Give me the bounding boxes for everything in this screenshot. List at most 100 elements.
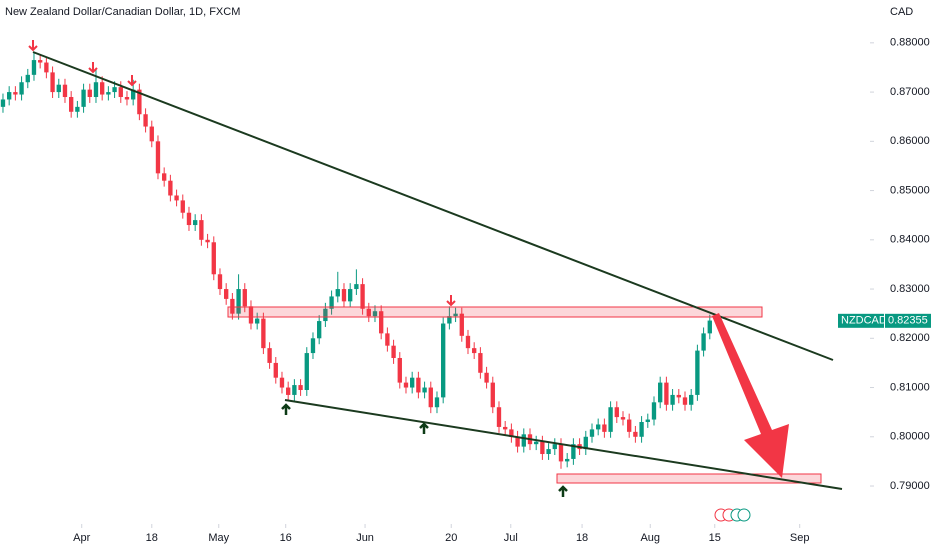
candle-body bbox=[428, 387, 433, 408]
candle-body bbox=[540, 441, 545, 455]
candle-body bbox=[379, 311, 384, 334]
resistance-zone bbox=[227, 306, 763, 318]
axes: 0.79000 0.80000 0.81000 0.82000 0.83000 0.840… bbox=[73, 37, 931, 544]
candle-body bbox=[81, 89, 86, 107]
candle-body bbox=[348, 289, 353, 302]
candle-body bbox=[534, 441, 539, 445]
candle-body bbox=[224, 289, 229, 299]
last-price-box bbox=[885, 313, 931, 328]
lower-trendline bbox=[284, 399, 843, 490]
candle-body bbox=[391, 345, 396, 358]
y-tick-label: 0.79000 bbox=[890, 480, 930, 492]
candle-body bbox=[118, 87, 123, 98]
candle-body bbox=[286, 387, 291, 395]
candle-body bbox=[515, 436, 520, 447]
candle-body bbox=[633, 431, 638, 437]
candle-body bbox=[441, 323, 446, 398]
candle-body bbox=[366, 308, 371, 317]
candle-body bbox=[639, 422, 644, 437]
candle-body bbox=[447, 316, 452, 324]
candle-body bbox=[410, 377, 415, 388]
drawings bbox=[28, 40, 843, 522]
candle-body bbox=[571, 444, 576, 459]
candle-body bbox=[658, 382, 663, 403]
candle-body bbox=[279, 377, 285, 388]
candle-body bbox=[174, 195, 179, 201]
candle-body bbox=[75, 106, 80, 112]
candle-body bbox=[242, 289, 247, 307]
candle-body bbox=[465, 335, 471, 349]
y-tick-label: 0.80000 bbox=[890, 431, 930, 443]
down-markers bbox=[28, 40, 456, 307]
candle-body bbox=[56, 84, 61, 93]
candle-body bbox=[31, 60, 37, 75]
y-tick-label: 0.84000 bbox=[890, 234, 930, 246]
price-axis-bg bbox=[870, 0, 932, 550]
candle-body bbox=[93, 82, 99, 98]
candle-body bbox=[180, 200, 185, 213]
candle-body bbox=[168, 180, 173, 196]
candle-body bbox=[422, 387, 427, 393]
candle-body bbox=[620, 417, 626, 420]
candle-body bbox=[651, 402, 657, 420]
x-tick-label: Aug bbox=[640, 532, 660, 544]
candle-body bbox=[602, 424, 607, 432]
candle-body bbox=[162, 173, 167, 181]
x-tick-label: 15 bbox=[709, 532, 721, 544]
candle-body bbox=[627, 419, 632, 432]
y-tick-label: 0.88000 bbox=[890, 37, 930, 49]
candle-body bbox=[397, 357, 402, 383]
candle-body bbox=[310, 338, 316, 354]
candle-body bbox=[149, 126, 154, 142]
candle-body bbox=[664, 382, 669, 405]
candle-body bbox=[69, 97, 74, 112]
candle-body bbox=[323, 308, 328, 322]
last-price-value: 0.82355 bbox=[888, 315, 928, 327]
candle-body bbox=[552, 444, 557, 450]
x-tick-label: Sep bbox=[790, 532, 810, 544]
candle-body bbox=[416, 377, 421, 393]
last-price-name: NZDCAD bbox=[841, 315, 887, 327]
candle-body bbox=[608, 407, 613, 432]
candle-body bbox=[707, 320, 712, 334]
candle-body bbox=[143, 114, 148, 127]
x-tick-label: Jul bbox=[504, 532, 518, 544]
candle-body bbox=[255, 318, 260, 324]
candle-body bbox=[596, 424, 601, 430]
candle-body bbox=[199, 220, 204, 240]
candle-body bbox=[341, 289, 347, 302]
candle-body bbox=[682, 397, 688, 405]
candle-body bbox=[205, 239, 210, 243]
candle-body bbox=[558, 444, 564, 462]
candle-body bbox=[670, 394, 675, 405]
candle-body bbox=[217, 274, 223, 290]
event-icons bbox=[714, 508, 751, 522]
candle-body bbox=[292, 385, 297, 395]
candle-body bbox=[0, 99, 6, 107]
x-tick-label: Jun bbox=[356, 532, 374, 544]
candle-body bbox=[193, 220, 198, 226]
candle-body bbox=[100, 82, 105, 95]
candle-body bbox=[112, 87, 117, 93]
candle-body bbox=[695, 350, 700, 395]
y-tick-label: 0.87000 bbox=[890, 86, 930, 98]
candle-body bbox=[484, 372, 489, 383]
candle-body bbox=[701, 333, 706, 351]
chart-title: New Zealand Dollar/Canadian Dollar, 1D, … bbox=[5, 6, 240, 18]
candle-body bbox=[155, 141, 161, 174]
candle-body bbox=[124, 97, 130, 100]
y-tick-label: 0.81000 bbox=[890, 381, 930, 393]
candle-body bbox=[385, 333, 390, 346]
x-tick-label: 16 bbox=[280, 532, 292, 544]
candle-body bbox=[335, 289, 340, 297]
candle-body bbox=[186, 212, 192, 226]
candle-body bbox=[354, 284, 359, 290]
candle-body bbox=[62, 84, 68, 98]
candle-body bbox=[496, 407, 502, 427]
candle-body bbox=[689, 394, 694, 405]
candle-body bbox=[434, 397, 440, 408]
candle-body bbox=[503, 426, 508, 430]
candle-body bbox=[372, 311, 378, 317]
